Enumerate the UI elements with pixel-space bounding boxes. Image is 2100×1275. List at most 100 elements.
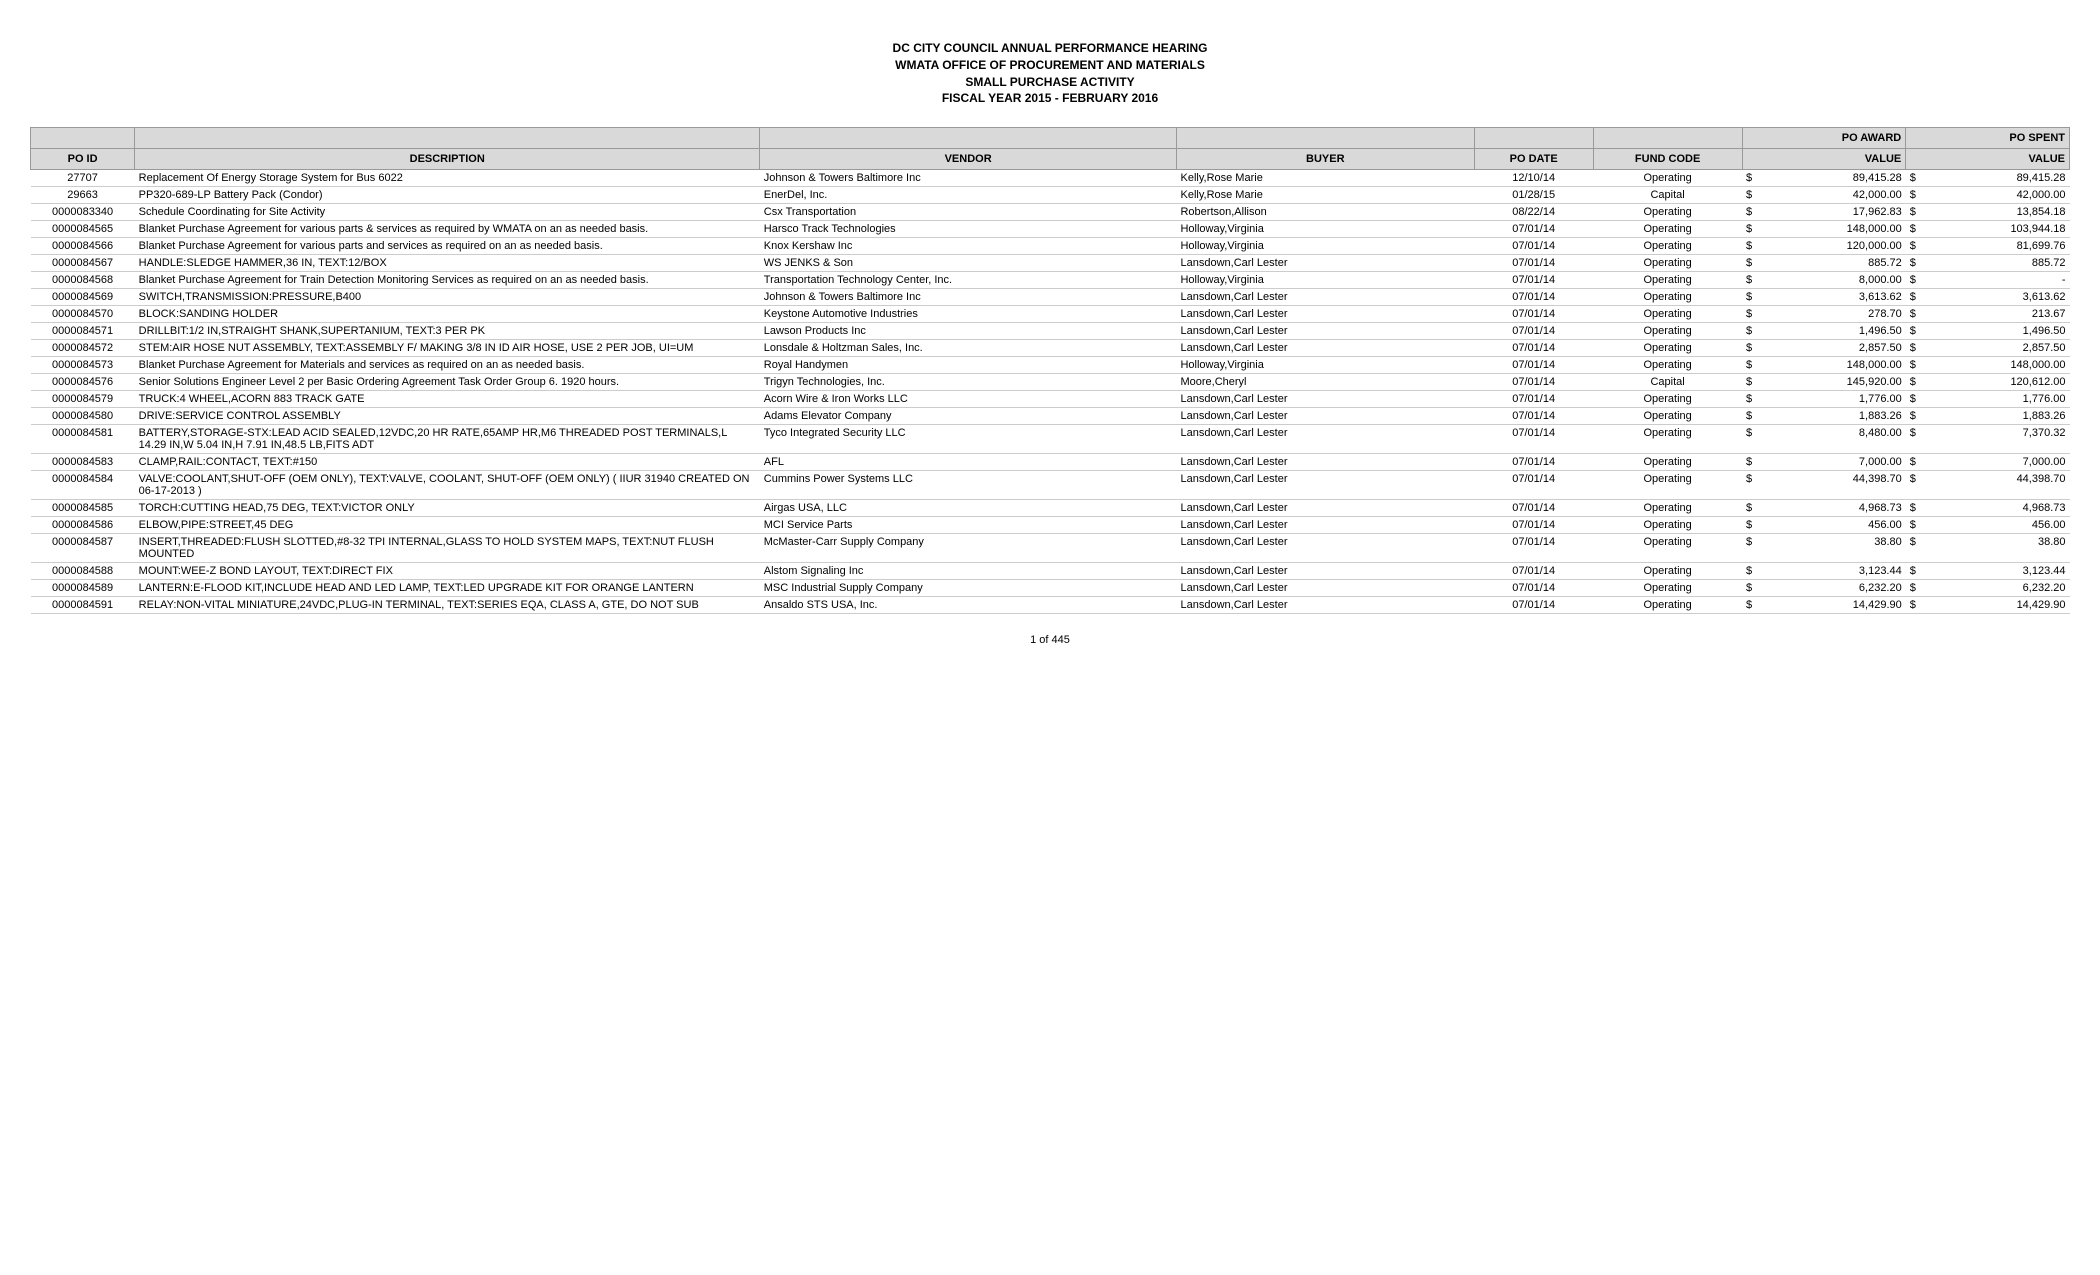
cell-spent: $38.80 — [1906, 534, 2070, 563]
cell-fund: Operating — [1593, 454, 1742, 471]
cell-buyer: Holloway,Virginia — [1176, 272, 1474, 289]
cell-award: $42,000.00 — [1742, 187, 1906, 204]
cell-date: 07/01/14 — [1474, 221, 1593, 238]
cell-desc: STEM:AIR HOSE NUT ASSEMBLY, TEXT:ASSEMBL… — [135, 340, 760, 357]
table-row: 0000084569SWITCH,TRANSMISSION:PRESSURE,B… — [31, 289, 2070, 306]
cell-fund: Operating — [1593, 272, 1742, 289]
cell-spent: $- — [1906, 272, 2070, 289]
cell-award: $8,000.00 — [1742, 272, 1906, 289]
cell-desc: CLAMP,RAIL:CONTACT, TEXT:#150 — [135, 454, 760, 471]
cell-desc: Blanket Purchase Agreement for various p… — [135, 221, 760, 238]
th-blank — [760, 128, 1177, 149]
cell-desc: VALVE:COOLANT,SHUT-OFF (OEM ONLY), TEXT:… — [135, 471, 760, 500]
cell-vendor: Lonsdale & Holtzman Sales, Inc. — [760, 340, 1177, 357]
cell-desc: Blanket Purchase Agreement for Materials… — [135, 357, 760, 374]
th-blank — [1474, 128, 1593, 149]
cell-poid: 0000084580 — [31, 408, 135, 425]
cell-spent: $3,123.44 — [1906, 563, 2070, 580]
cell-fund: Operating — [1593, 517, 1742, 534]
cell-award: $38.80 — [1742, 534, 1906, 563]
cell-date: 07/01/14 — [1474, 580, 1593, 597]
table-row: 0000083340Schedule Coordinating for Site… — [31, 204, 2070, 221]
cell-poid: 0000084581 — [31, 425, 135, 454]
cell-poid: 0000084573 — [31, 357, 135, 374]
cell-award: $1,776.00 — [1742, 391, 1906, 408]
cell-poid: 0000084565 — [31, 221, 135, 238]
cell-date: 07/01/14 — [1474, 238, 1593, 255]
cell-fund: Operating — [1593, 221, 1742, 238]
cell-award: $456.00 — [1742, 517, 1906, 534]
cell-vendor: AFL — [760, 454, 1177, 471]
cell-date: 07/01/14 — [1474, 340, 1593, 357]
cell-date: 07/01/14 — [1474, 563, 1593, 580]
table-header-bottom: PO ID DESCRIPTION VENDOR BUYER PO DATE F… — [31, 149, 2070, 170]
cell-buyer: Lansdown,Carl Lester — [1176, 471, 1474, 500]
table-row: 0000084587INSERT,THREADED:FLUSH SLOTTED,… — [31, 534, 2070, 563]
cell-desc: DRILLBIT:1/2 IN,STRAIGHT SHANK,SUPERTANI… — [135, 323, 760, 340]
cell-award: $89,415.28 — [1742, 170, 1906, 187]
cell-buyer: Lansdown,Carl Lester — [1176, 255, 1474, 272]
cell-date: 07/01/14 — [1474, 391, 1593, 408]
cell-poid: 0000083340 — [31, 204, 135, 221]
cell-spent: $1,776.00 — [1906, 391, 2070, 408]
cell-buyer: Holloway,Virginia — [1176, 238, 1474, 255]
cell-fund: Operating — [1593, 534, 1742, 563]
cell-desc: PP320-689-LP Battery Pack (Condor) — [135, 187, 760, 204]
table-row: 0000084581BATTERY,STORAGE-STX:LEAD ACID … — [31, 425, 2070, 454]
cell-spent: $81,699.76 — [1906, 238, 2070, 255]
cell-spent: $2,857.50 — [1906, 340, 2070, 357]
cell-date: 07/01/14 — [1474, 454, 1593, 471]
cell-vendor: Transportation Technology Center, Inc. — [760, 272, 1177, 289]
cell-poid: 0000084569 — [31, 289, 135, 306]
cell-spent: $213.67 — [1906, 306, 2070, 323]
cell-vendor: WS JENKS & Son — [760, 255, 1177, 272]
cell-vendor: Alstom Signaling Inc — [760, 563, 1177, 580]
cell-fund: Operating — [1593, 255, 1742, 272]
cell-fund: Operating — [1593, 340, 1742, 357]
table-row: 0000084568Blanket Purchase Agreement for… — [31, 272, 2070, 289]
cell-desc: MOUNT:WEE-Z BOND LAYOUT, TEXT:DIRECT FIX — [135, 563, 760, 580]
cell-poid: 0000084586 — [31, 517, 135, 534]
cell-spent: $13,854.18 — [1906, 204, 2070, 221]
cell-desc: INSERT,THREADED:FLUSH SLOTTED,#8-32 TPI … — [135, 534, 760, 563]
cell-buyer: Lansdown,Carl Lester — [1176, 500, 1474, 517]
cell-buyer: Moore,Cheryl — [1176, 374, 1474, 391]
cell-vendor: Royal Handymen — [760, 357, 1177, 374]
cell-poid: 0000084572 — [31, 340, 135, 357]
cell-spent: $120,612.00 — [1906, 374, 2070, 391]
cell-desc: LANTERN:E-FLOOD KIT,INCLUDE HEAD AND LED… — [135, 580, 760, 597]
cell-spent: $7,000.00 — [1906, 454, 2070, 471]
table-row: 0000084580DRIVE:SERVICE CONTROL ASSEMBLY… — [31, 408, 2070, 425]
cell-buyer: Holloway,Virginia — [1176, 357, 1474, 374]
cell-poid: 0000084588 — [31, 563, 135, 580]
cell-poid: 29663 — [31, 187, 135, 204]
cell-buyer: Holloway,Virginia — [1176, 221, 1474, 238]
cell-award: $3,613.62 — [1742, 289, 1906, 306]
cell-buyer: Robertson,Allison — [1176, 204, 1474, 221]
cell-spent: $3,613.62 — [1906, 289, 2070, 306]
cell-award: $4,968.73 — [1742, 500, 1906, 517]
cell-fund: Operating — [1593, 563, 1742, 580]
th-desc: DESCRIPTION — [135, 149, 760, 170]
cell-buyer: Lansdown,Carl Lester — [1176, 323, 1474, 340]
cell-buyer: Lansdown,Carl Lester — [1176, 597, 1474, 614]
table-row: 0000084584VALVE:COOLANT,SHUT-OFF (OEM ON… — [31, 471, 2070, 500]
cell-spent: $103,944.18 — [1906, 221, 2070, 238]
cell-fund: Operating — [1593, 500, 1742, 517]
th-blank — [31, 128, 135, 149]
cell-fund: Operating — [1593, 597, 1742, 614]
cell-award: $2,857.50 — [1742, 340, 1906, 357]
cell-fund: Operating — [1593, 580, 1742, 597]
cell-poid: 0000084567 — [31, 255, 135, 272]
cell-vendor: Harsco Track Technologies — [760, 221, 1177, 238]
cell-desc: BATTERY,STORAGE-STX:LEAD ACID SEALED,12V… — [135, 425, 760, 454]
cell-spent: $1,496.50 — [1906, 323, 2070, 340]
cell-date: 07/01/14 — [1474, 289, 1593, 306]
cell-vendor: Airgas USA, LLC — [760, 500, 1177, 517]
cell-vendor: Keystone Automotive Industries — [760, 306, 1177, 323]
cell-award: $278.70 — [1742, 306, 1906, 323]
cell-poid: 0000084568 — [31, 272, 135, 289]
cell-vendor: Acorn Wire & Iron Works LLC — [760, 391, 1177, 408]
table-row: 0000084567HANDLE:SLEDGE HAMMER,36 IN, TE… — [31, 255, 2070, 272]
table-header-top: PO AWARD PO SPENT — [31, 128, 2070, 149]
